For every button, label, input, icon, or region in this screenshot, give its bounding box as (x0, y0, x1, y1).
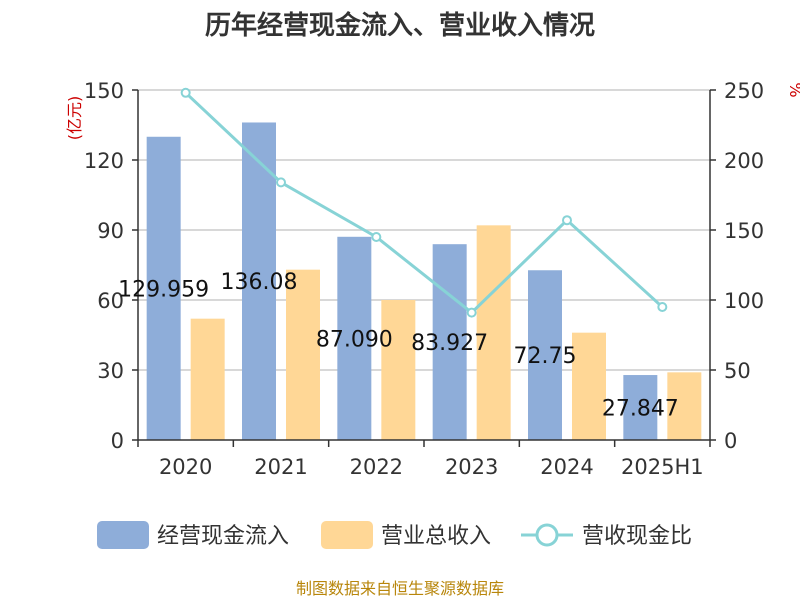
ratio-point (466, 307, 477, 318)
bar-value-label: 27.847 (602, 397, 679, 422)
left-tick-label: 150 (84, 79, 124, 103)
x-tick-label: 2022 (350, 455, 403, 479)
bar-value-label: 83.927 (411, 331, 488, 356)
bar-cash-inflow (242, 122, 276, 440)
bar-cash-inflow (623, 375, 658, 440)
legend-swatch-revenue (321, 521, 373, 549)
legend: 经营现金流入 营业总收入 营收现金比 (97, 521, 692, 549)
legend-label-revenue: 营业总收入 (381, 524, 491, 549)
left-tick-label: 90 (97, 219, 124, 243)
bar-revenue (286, 269, 320, 440)
right-tick-label: 250 (724, 79, 764, 103)
ratio-point (180, 87, 191, 98)
x-tick-label: 2024 (540, 455, 593, 479)
ratio-line-path (184, 91, 664, 315)
left-tick-label: 60 (97, 289, 124, 313)
legend-marker-ratio (535, 523, 559, 547)
bar-revenue (667, 372, 702, 440)
right-axis-unit: % (786, 82, 800, 97)
bar-cash-inflow (146, 136, 181, 440)
bar-cash-inflow (337, 236, 372, 440)
left-tick-label: 120 (84, 149, 124, 173)
bar-cash-inflow (432, 244, 467, 440)
legend-swatch-cash-inflow (97, 521, 149, 549)
right-tick-label: 200 (724, 149, 764, 173)
left-axis-unit: (亿元) (65, 96, 84, 141)
bar-value-label: 72.75 (514, 344, 577, 369)
bar-revenue (476, 225, 511, 440)
data-labels: 129.959 136.08 87.090 83.927 72.75 27.847 (118, 270, 679, 421)
left-tick-label: 30 (97, 359, 124, 383)
bar-value-label: 136.08 (221, 270, 298, 295)
legend-label-ratio: 营收现金比 (582, 524, 692, 549)
right-tick-label: 100 (724, 289, 764, 313)
x-tick-label: 2020 (159, 455, 212, 479)
ratio-point (371, 232, 382, 242)
bar-revenue (572, 332, 606, 440)
left-tick-label: 0 (111, 429, 124, 453)
ratio-point (657, 302, 668, 312)
x-tick-label: 2023 (445, 455, 498, 479)
bar-value-label: 129.959 (118, 277, 209, 302)
legend-label-cash-inflow: 经营现金流入 (157, 524, 289, 549)
chart-title: 历年经营现金流入、营业收入情况 (205, 10, 595, 41)
bars (146, 122, 702, 440)
bar-cash-inflow (528, 270, 562, 440)
ratio-line (180, 87, 668, 318)
x-tick-label: 2021 (254, 455, 307, 479)
source-note: 制图数据来自恒生聚源数据库 (296, 579, 504, 598)
x-tick-label: 2025H1 (621, 455, 704, 479)
ratio-point (276, 177, 286, 188)
grid-lines (138, 89, 710, 371)
right-tick-label: 0 (724, 429, 737, 453)
axes: 0 30 60 90 120 150 0 50 100 150 200 250 2020 2021 2022… (84, 79, 764, 479)
bar-value-label: 87.090 (316, 327, 393, 352)
right-tick-label: 150 (724, 219, 764, 243)
bar-revenue (381, 300, 416, 440)
bar-revenue (190, 318, 225, 440)
right-tick-label: 50 (724, 359, 751, 383)
ratio-point (562, 215, 572, 226)
